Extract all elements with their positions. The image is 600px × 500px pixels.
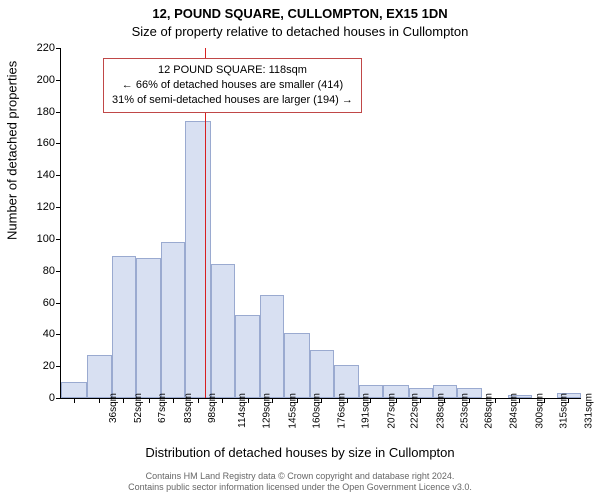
y-tick-mark <box>56 303 61 304</box>
y-tick-label: 160 <box>25 137 55 149</box>
x-tick-mark <box>495 398 496 403</box>
y-tick-mark <box>56 175 61 176</box>
histogram-bar <box>211 264 235 398</box>
histogram-bar <box>235 315 261 398</box>
x-tick-mark <box>248 398 249 403</box>
x-tick-mark <box>347 398 348 403</box>
histogram-bar <box>161 242 185 398</box>
y-tick-label: 80 <box>25 265 55 277</box>
x-tick-label: 114sqm <box>237 393 248 428</box>
y-tick-label: 60 <box>25 297 55 309</box>
y-tick-mark <box>56 48 61 49</box>
x-tick-label: 268sqm <box>483 393 494 429</box>
x-tick-mark <box>420 398 421 403</box>
x-tick-mark <box>469 398 470 403</box>
x-tick-mark <box>396 398 397 403</box>
x-axis-label: Distribution of detached houses by size … <box>0 445 600 460</box>
x-tick-mark <box>198 398 199 403</box>
y-axis-label: Number of detached properties <box>5 61 20 240</box>
histogram-bar <box>185 121 211 398</box>
x-tick-mark <box>544 398 545 403</box>
histogram-bar <box>87 355 113 398</box>
annotation-line: 12 POUND SQUARE: 118sqm <box>112 63 353 78</box>
x-tick-label: 36sqm <box>108 393 119 423</box>
histogram-bar <box>112 256 136 398</box>
x-tick-label: 67sqm <box>157 393 168 423</box>
histogram-bar <box>61 382 87 398</box>
y-tick-label: 180 <box>25 106 55 118</box>
annotation-line: 31% of semi-detached houses are larger (… <box>112 93 353 108</box>
x-tick-mark <box>370 398 371 403</box>
y-tick-mark <box>56 271 61 272</box>
attribution-line: Contains HM Land Registry data © Crown c… <box>146 471 455 481</box>
y-tick-label: 100 <box>25 233 55 245</box>
y-tick-mark <box>56 80 61 81</box>
x-tick-mark <box>444 398 445 403</box>
attribution-line: Contains public sector information licen… <box>128 482 472 492</box>
x-tick-mark <box>297 398 298 403</box>
x-tick-mark <box>99 398 100 403</box>
x-tick-label: 52sqm <box>133 393 144 423</box>
y-tick-mark <box>56 207 61 208</box>
attribution-text: Contains HM Land Registry data © Crown c… <box>0 471 600 494</box>
histogram-bar <box>310 350 334 398</box>
x-tick-label: 83sqm <box>183 393 194 423</box>
x-tick-mark <box>173 398 174 403</box>
chart-title: 12, POUND SQUARE, CULLOMPTON, EX15 1DN <box>0 6 600 21</box>
x-tick-label: 238sqm <box>436 393 447 429</box>
x-tick-mark <box>272 398 273 403</box>
y-tick-mark <box>56 334 61 335</box>
x-tick-label: 98sqm <box>207 393 218 423</box>
chart-subtitle: Size of property relative to detached ho… <box>0 24 600 39</box>
x-tick-mark <box>568 398 569 403</box>
y-tick-label: 0 <box>25 392 55 404</box>
y-tick-mark <box>56 366 61 367</box>
y-tick-label: 120 <box>25 201 55 213</box>
y-tick-label: 20 <box>25 360 55 372</box>
histogram-bar <box>136 258 162 398</box>
x-tick-label: 331sqm <box>584 393 595 429</box>
x-tick-mark <box>222 398 223 403</box>
histogram-bar <box>260 295 284 398</box>
histogram-bar <box>284 333 310 398</box>
x-tick-mark <box>149 398 150 403</box>
y-tick-label: 220 <box>25 42 55 54</box>
y-tick-mark <box>56 398 61 399</box>
x-tick-mark <box>74 398 75 403</box>
chart-container: { "title": "12, POUND SQUARE, CULLOMPTON… <box>0 0 600 500</box>
annotation-line: ← 66% of detached houses are smaller (41… <box>112 78 353 93</box>
plot-area: 02040608010012014016018020022036sqm52sqm… <box>60 48 581 399</box>
y-tick-label: 200 <box>25 74 55 86</box>
y-tick-mark <box>56 143 61 144</box>
y-tick-label: 40 <box>25 328 55 340</box>
x-tick-mark <box>519 398 520 403</box>
annotation-box: 12 POUND SQUARE: 118sqm← 66% of detached… <box>103 58 362 113</box>
x-tick-mark <box>321 398 322 403</box>
x-tick-mark <box>123 398 124 403</box>
y-tick-mark <box>56 239 61 240</box>
y-tick-mark <box>56 112 61 113</box>
y-tick-label: 140 <box>25 169 55 181</box>
